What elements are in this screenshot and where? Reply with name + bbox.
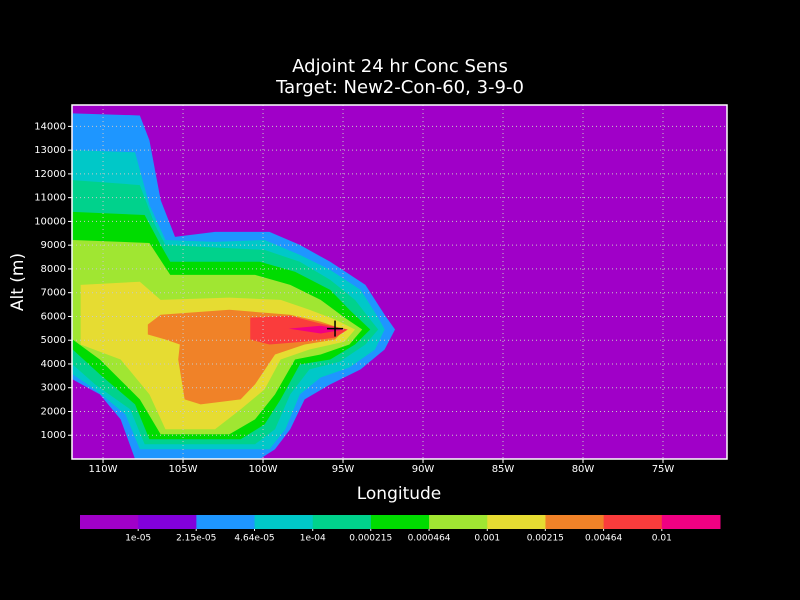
colorbar-label: 0.000464	[408, 534, 451, 544]
y-tick-label: 3000	[41, 383, 66, 394]
colorbar-swatch	[312, 515, 372, 529]
colorbar-swatch	[138, 515, 197, 529]
colorbar-swatch	[254, 515, 314, 529]
y-tick-label: 5000	[41, 335, 66, 346]
colorbar-label: 0.01	[652, 534, 672, 544]
x-tick-label: 110W	[89, 464, 118, 475]
y-tick-label: 14000	[34, 121, 66, 132]
colorbar-label: 0.000215	[349, 534, 392, 544]
contour-group	[72, 113, 396, 459]
x-tick-label: 85W	[492, 464, 515, 475]
y-tick-label: 2000	[41, 406, 66, 417]
x-tick-label: 75W	[652, 464, 675, 475]
colorbar-swatch	[661, 515, 721, 529]
colorbar-swatch	[370, 515, 430, 529]
colorbar-swatch	[429, 515, 488, 529]
colorbar-label: 4.64e-05	[234, 534, 274, 544]
colorbar-label: 1e-04	[300, 534, 326, 544]
colorbar-label: 0.00464	[585, 534, 622, 544]
y-tick-label: 1000	[41, 430, 66, 441]
y-tick-label: 13000	[34, 145, 66, 156]
x-axis-label: Longitude	[357, 484, 442, 504]
colorbar-swatch	[80, 515, 139, 529]
colorbar-label: 2.15e-05	[176, 534, 216, 544]
y-tick-label: 4000	[41, 359, 66, 370]
y-tick-label: 11000	[34, 193, 66, 204]
y-tick-label: 9000	[41, 240, 66, 251]
contour-region	[288, 325, 345, 334]
y-tick-label: 7000	[41, 288, 66, 299]
chart-subtitle: Target: New2-Con-60, 3-9-0	[275, 77, 524, 98]
y-tick-label: 12000	[34, 169, 66, 180]
colorbar-label: 0.00215	[527, 534, 564, 544]
y-tick-label: 10000	[34, 216, 66, 227]
x-tick-label: 100W	[249, 464, 278, 475]
plot-frame	[71, 104, 728, 460]
colorbar-swatch	[487, 515, 546, 529]
colorbar-label: 0.001	[474, 534, 500, 544]
y-tick-label: 8000	[41, 264, 66, 275]
x-tick-label: 105W	[169, 464, 198, 475]
x-tick-label: 90W	[412, 464, 435, 475]
y-axis-label: Alt (m)	[8, 253, 28, 311]
colorbar-swatch	[545, 515, 605, 529]
colorbar-swatch	[196, 515, 256, 529]
y-tick-label: 6000	[41, 311, 66, 322]
colorbar-swatch	[603, 515, 663, 529]
x-tick-label: 80W	[572, 464, 595, 475]
chart-title: Adjoint 24 hr Conc Sens	[292, 56, 508, 77]
colorbar-label: 1e-05	[125, 534, 151, 544]
x-tick-label: 95W	[332, 464, 355, 475]
